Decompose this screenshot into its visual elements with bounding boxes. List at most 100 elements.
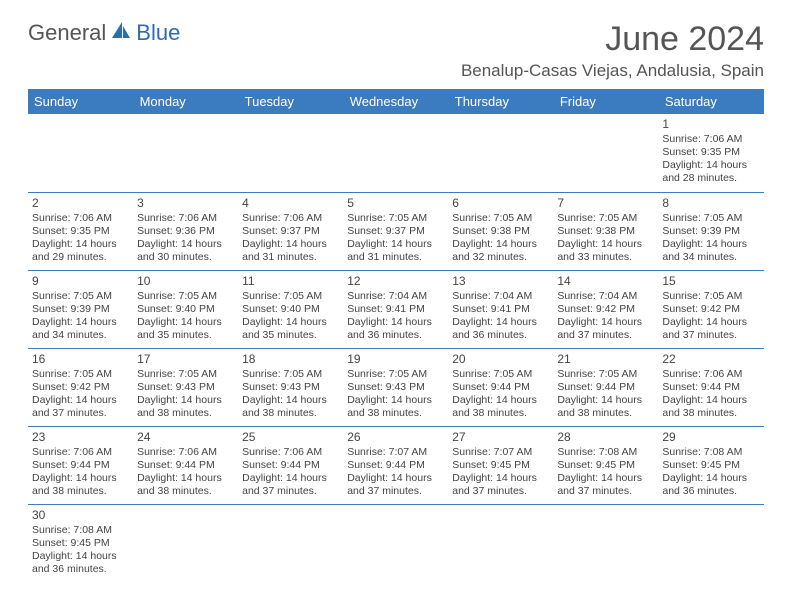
cell-dl2: and 35 minutes. <box>242 329 339 342</box>
day-number: 18 <box>242 352 339 367</box>
cell-ss: Sunset: 9:44 PM <box>137 459 234 472</box>
cell-ss: Sunset: 9:45 PM <box>452 459 549 472</box>
cell-dl2: and 36 minutes. <box>662 485 759 498</box>
cell-ss: Sunset: 9:39 PM <box>662 225 759 238</box>
cell-dl1: Daylight: 14 hours <box>662 159 759 172</box>
cell-ss: Sunset: 9:36 PM <box>137 225 234 238</box>
day-number: 30 <box>32 508 129 523</box>
day-header: Thursday <box>448 89 553 114</box>
cell-sr: Sunrise: 7:07 AM <box>452 446 549 459</box>
logo-text-1: General <box>28 20 106 46</box>
cell-dl2: and 38 minutes. <box>347 407 444 420</box>
calendar-cell: 26Sunrise: 7:07 AMSunset: 9:44 PMDayligh… <box>343 426 448 504</box>
cell-dl1: Daylight: 14 hours <box>347 316 444 329</box>
cell-dl1: Daylight: 14 hours <box>137 472 234 485</box>
month-title: June 2024 <box>461 20 764 59</box>
cell-dl1: Daylight: 14 hours <box>32 550 129 563</box>
cell-dl1: Daylight: 14 hours <box>557 472 654 485</box>
calendar-cell: 12Sunrise: 7:04 AMSunset: 9:41 PMDayligh… <box>343 270 448 348</box>
cell-ss: Sunset: 9:43 PM <box>242 381 339 394</box>
page-header: General Blue June 2024 Benalup-Casas Vie… <box>28 20 764 81</box>
day-header: Monday <box>133 89 238 114</box>
calendar-week: 23Sunrise: 7:06 AMSunset: 9:44 PMDayligh… <box>28 426 764 504</box>
cell-dl2: and 38 minutes. <box>662 407 759 420</box>
calendar-week: 30Sunrise: 7:08 AMSunset: 9:45 PMDayligh… <box>28 504 764 582</box>
cell-ss: Sunset: 9:44 PM <box>662 381 759 394</box>
cell-dl1: Daylight: 14 hours <box>137 394 234 407</box>
calendar-cell: 25Sunrise: 7:06 AMSunset: 9:44 PMDayligh… <box>238 426 343 504</box>
cell-ss: Sunset: 9:45 PM <box>662 459 759 472</box>
cell-dl1: Daylight: 14 hours <box>137 238 234 251</box>
day-header: Sunday <box>28 89 133 114</box>
day-number: 4 <box>242 196 339 211</box>
calendar-cell: 2Sunrise: 7:06 AMSunset: 9:35 PMDaylight… <box>28 192 133 270</box>
cell-sr: Sunrise: 7:05 AM <box>557 368 654 381</box>
day-number: 27 <box>452 430 549 445</box>
cell-sr: Sunrise: 7:06 AM <box>137 212 234 225</box>
cell-dl2: and 31 minutes. <box>242 251 339 264</box>
cell-dl2: and 38 minutes. <box>452 407 549 420</box>
day-number: 12 <box>347 274 444 289</box>
calendar-cell: 27Sunrise: 7:07 AMSunset: 9:45 PMDayligh… <box>448 426 553 504</box>
cell-ss: Sunset: 9:45 PM <box>32 537 129 550</box>
day-number: 23 <box>32 430 129 445</box>
cell-sr: Sunrise: 7:05 AM <box>32 368 129 381</box>
cell-sr: Sunrise: 7:05 AM <box>242 290 339 303</box>
cell-sr: Sunrise: 7:05 AM <box>32 290 129 303</box>
calendar-cell: 18Sunrise: 7:05 AMSunset: 9:43 PMDayligh… <box>238 348 343 426</box>
calendar-week: 9Sunrise: 7:05 AMSunset: 9:39 PMDaylight… <box>28 270 764 348</box>
calendar-cell <box>553 504 658 582</box>
day-header: Tuesday <box>238 89 343 114</box>
cell-ss: Sunset: 9:44 PM <box>32 459 129 472</box>
cell-dl2: and 38 minutes. <box>137 407 234 420</box>
logo-text-2: Blue <box>136 20 180 46</box>
cell-dl2: and 37 minutes. <box>557 329 654 342</box>
cell-ss: Sunset: 9:44 PM <box>452 381 549 394</box>
cell-ss: Sunset: 9:44 PM <box>557 381 654 394</box>
cell-ss: Sunset: 9:38 PM <box>557 225 654 238</box>
calendar-cell: 14Sunrise: 7:04 AMSunset: 9:42 PMDayligh… <box>553 270 658 348</box>
cell-dl1: Daylight: 14 hours <box>347 472 444 485</box>
cell-dl2: and 33 minutes. <box>557 251 654 264</box>
cell-dl1: Daylight: 14 hours <box>242 316 339 329</box>
day-number: 8 <box>662 196 759 211</box>
location-text: Benalup-Casas Viejas, Andalusia, Spain <box>461 61 764 81</box>
cell-dl2: and 37 minutes. <box>452 485 549 498</box>
cell-ss: Sunset: 9:42 PM <box>557 303 654 316</box>
cell-ss: Sunset: 9:37 PM <box>242 225 339 238</box>
calendar-cell: 17Sunrise: 7:05 AMSunset: 9:43 PMDayligh… <box>133 348 238 426</box>
cell-ss: Sunset: 9:42 PM <box>32 381 129 394</box>
cell-dl1: Daylight: 14 hours <box>32 238 129 251</box>
cell-sr: Sunrise: 7:05 AM <box>347 212 444 225</box>
cell-sr: Sunrise: 7:08 AM <box>32 524 129 537</box>
cell-sr: Sunrise: 7:04 AM <box>452 290 549 303</box>
day-header: Saturday <box>658 89 763 114</box>
cell-ss: Sunset: 9:43 PM <box>347 381 444 394</box>
day-number: 1 <box>662 117 759 132</box>
cell-dl2: and 37 minutes. <box>557 485 654 498</box>
cell-ss: Sunset: 9:40 PM <box>137 303 234 316</box>
calendar-cell: 22Sunrise: 7:06 AMSunset: 9:44 PMDayligh… <box>658 348 763 426</box>
calendar-week: 2Sunrise: 7:06 AMSunset: 9:35 PMDaylight… <box>28 192 764 270</box>
cell-dl2: and 37 minutes. <box>242 485 339 498</box>
cell-ss: Sunset: 9:35 PM <box>32 225 129 238</box>
calendar-table: SundayMondayTuesdayWednesdayThursdayFrid… <box>28 89 764 582</box>
calendar-cell: 5Sunrise: 7:05 AMSunset: 9:37 PMDaylight… <box>343 192 448 270</box>
calendar-cell: 21Sunrise: 7:05 AMSunset: 9:44 PMDayligh… <box>553 348 658 426</box>
calendar-cell: 30Sunrise: 7:08 AMSunset: 9:45 PMDayligh… <box>28 504 133 582</box>
cell-dl1: Daylight: 14 hours <box>32 394 129 407</box>
calendar-cell <box>28 114 133 192</box>
cell-ss: Sunset: 9:37 PM <box>347 225 444 238</box>
cell-dl1: Daylight: 14 hours <box>242 472 339 485</box>
calendar-cell: 19Sunrise: 7:05 AMSunset: 9:43 PMDayligh… <box>343 348 448 426</box>
day-number: 21 <box>557 352 654 367</box>
calendar-cell <box>448 504 553 582</box>
calendar-cell: 23Sunrise: 7:06 AMSunset: 9:44 PMDayligh… <box>28 426 133 504</box>
calendar-cell: 9Sunrise: 7:05 AMSunset: 9:39 PMDaylight… <box>28 270 133 348</box>
calendar-cell <box>658 504 763 582</box>
cell-sr: Sunrise: 7:06 AM <box>662 368 759 381</box>
cell-ss: Sunset: 9:41 PM <box>347 303 444 316</box>
cell-dl1: Daylight: 14 hours <box>32 472 129 485</box>
cell-sr: Sunrise: 7:06 AM <box>32 446 129 459</box>
cell-dl1: Daylight: 14 hours <box>452 238 549 251</box>
